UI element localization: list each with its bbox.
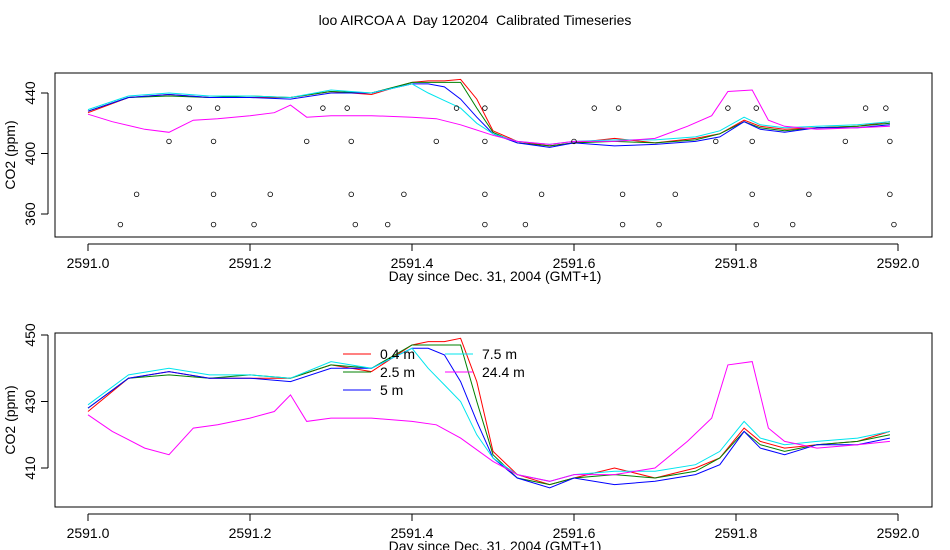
data-point-marker	[482, 191, 488, 198]
data-point-marker	[482, 138, 488, 145]
data-point-marker	[133, 191, 140, 198]
data-point-marker	[522, 221, 529, 228]
x-tick-label: 2591.0	[67, 255, 110, 271]
y-tick-label: 400	[22, 142, 38, 166]
legend-label: 5 m	[380, 382, 403, 398]
y-axis-label: CO2 (ppm)	[2, 120, 18, 189]
data-point-marker	[214, 105, 221, 111]
data-point-marker	[166, 138, 172, 145]
legend-label: 2.5 m	[380, 364, 415, 380]
data-point-marker	[615, 105, 622, 111]
y-tick-label: 440	[22, 81, 38, 105]
data-point-marker	[251, 221, 257, 228]
data-point-marker	[887, 138, 893, 145]
y-tick-label: 450	[22, 323, 38, 347]
chart-panel-1: 2591.0 2591.2 2591.4 2591.6 2591.8 2592.0 Day …	[2, 72, 933, 284]
legend: 0.4 m 2.5 m 5 m 7.5 m 24.4 m	[343, 346, 525, 398]
data-point-marker	[862, 105, 869, 111]
data-point-marker	[482, 105, 488, 111]
x-axis-label: Day since Dec. 31, 2004 (GMT+1)	[389, 268, 602, 284]
data-point-marker	[210, 138, 217, 145]
data-point-marker	[753, 221, 759, 228]
data-point-marker	[790, 221, 796, 228]
x-tick-label: 2591.8	[715, 525, 758, 541]
data-point-marker	[482, 221, 488, 228]
data-point-marker	[117, 221, 124, 228]
x-tick-label: 2591.6	[553, 525, 596, 541]
data-point-marker	[842, 138, 849, 145]
x-tick-label: 2591.2	[229, 255, 272, 271]
plot-frame	[54, 72, 933, 238]
data-point-marker	[656, 221, 662, 228]
data-point-marker	[672, 191, 678, 198]
data-point-marker	[753, 105, 759, 111]
x-tick-label: 2591.2	[229, 525, 272, 541]
data-point-marker	[304, 138, 310, 145]
series-line-2	[87, 81, 890, 147]
series-line-5	[87, 89, 890, 145]
data-point-marker	[453, 105, 460, 111]
data-point-marker	[210, 191, 217, 198]
x-tick-label: 2592.0	[877, 255, 920, 271]
x-tick-label: 2591.4	[391, 525, 434, 541]
y-axis-label: CO2 (ppm)	[2, 385, 18, 454]
series-line-0-4-m	[87, 337, 891, 486]
data-point-marker	[713, 138, 719, 145]
data-point-marker	[348, 191, 354, 198]
data-point-marker	[806, 191, 812, 198]
data-point-marker	[352, 221, 358, 228]
series-line-4	[87, 83, 890, 145]
data-point-marker	[186, 105, 192, 111]
legend-label: 24.4 m	[482, 364, 525, 380]
data-point-marker	[320, 105, 326, 111]
data-point-marker	[749, 191, 755, 198]
series-line-3	[87, 83, 890, 148]
data-point-marker	[344, 105, 350, 111]
x-tick-label: 2591.8	[715, 255, 758, 271]
series-line-1	[87, 78, 890, 147]
x-tick-label: 2591.0	[67, 525, 110, 541]
series-line-7-5-m	[87, 347, 891, 482]
data-point-marker	[619, 191, 626, 198]
data-point-marker	[348, 138, 354, 145]
data-point-marker	[883, 105, 889, 111]
legend-label: 7.5 m	[482, 346, 517, 362]
plot-frame	[54, 332, 933, 508]
data-point-marker	[725, 105, 731, 111]
x-axis-label: Day since Dec. 31, 2004 (GMT+1)	[389, 538, 602, 550]
y-tick-label: 430	[22, 390, 38, 414]
data-point-marker	[591, 105, 597, 111]
x-tick-label: 2592.0	[877, 525, 920, 541]
x-tick-label: 2591.4	[391, 255, 434, 271]
y-tick-label: 410	[22, 456, 38, 480]
chart-panel-2: 2591.0 2591.2 2591.4 2591.6 2591.8 2592.0 Day …	[2, 323, 933, 550]
data-point-marker	[433, 138, 439, 145]
data-point-marker	[891, 221, 897, 228]
data-point-marker	[267, 191, 273, 198]
data-point-marker	[749, 138, 755, 145]
data-point-marker	[619, 221, 626, 228]
x-tick-label: 2591.6	[553, 255, 596, 271]
data-point-marker	[210, 221, 217, 228]
data-point-marker	[571, 138, 577, 145]
y-tick-label: 360	[22, 202, 38, 226]
legend-label: 0.4 m	[380, 346, 415, 362]
data-point-marker	[401, 191, 407, 198]
data-point-marker	[385, 221, 391, 228]
page-title: loo AIRCOA A Day 120204 Calibrated Times…	[318, 12, 632, 28]
data-point-marker	[887, 191, 893, 198]
series-line-24-4-m	[87, 361, 890, 482]
data-point-marker	[538, 191, 545, 198]
